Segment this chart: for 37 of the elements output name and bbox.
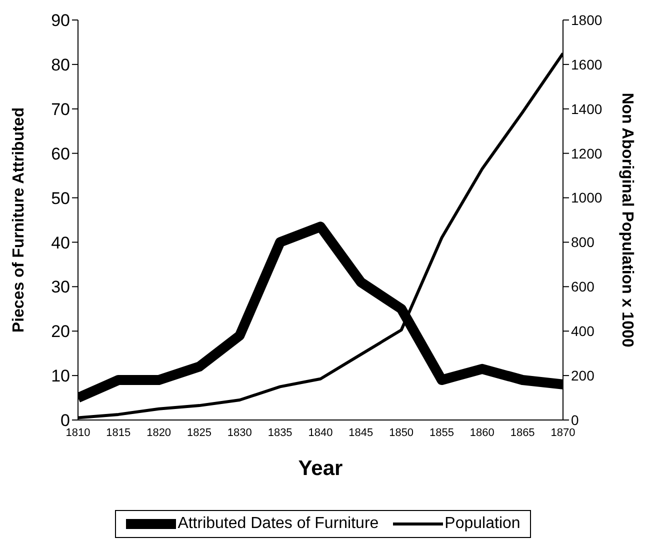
x-tick-label: 1825 (187, 426, 212, 439)
legend-label: Population (444, 515, 520, 533)
x-tick-label: 1865 (510, 426, 535, 439)
x-tick-label: 1835 (268, 426, 292, 439)
x-tick-label: 1870 (550, 426, 576, 439)
y-tick-label: 90 (51, 11, 70, 30)
y-axis-title: Pieces of Furniture Attributed (10, 107, 28, 333)
legend-label: Attributed Dates of Furniture (176, 515, 379, 533)
y2-tick-label: 1600 (571, 56, 602, 72)
y2-tick-label: 1400 (571, 100, 602, 117)
x-axis-title: Year (298, 457, 343, 480)
y2-tick-label: 1000 (571, 190, 602, 206)
x-tick-label: 1845 (348, 426, 374, 439)
y-tick-label: 10 (51, 366, 70, 386)
x-tick-label: 1860 (470, 426, 494, 439)
y2-tick-label: 600 (571, 278, 595, 295)
y-tick-label: 70 (51, 100, 70, 119)
y-tick-label: 30 (51, 278, 70, 297)
y-tick-label: 50 (51, 188, 70, 208)
x-tick-label: 1820 (146, 426, 172, 439)
x-tick-label: 1815 (106, 426, 131, 439)
y2-tick-label: 200 (571, 368, 595, 384)
y2-axis-title: Non Aboriginal Population x 1000 (618, 92, 636, 348)
y2-tick-label: 400 (571, 323, 595, 340)
y-tick-label: 20 (51, 322, 70, 342)
y-tick-label: 80 (51, 55, 70, 74)
y-tick-label: 60 (51, 144, 70, 164)
x-tick-label: 1810 (66, 426, 90, 439)
x-tick-label: 1855 (430, 426, 454, 439)
y2-tick-label: 0 (571, 412, 579, 428)
x-tick-label: 1850 (389, 426, 414, 439)
y2-tick-label: 800 (571, 234, 595, 250)
x-tick-label: 1830 (227, 426, 252, 439)
y-tick-label: 40 (51, 233, 70, 252)
y2-tick-label: 1200 (571, 145, 602, 162)
x-tick-label: 1840 (308, 426, 333, 439)
y2-tick-label: 1800 (571, 12, 602, 28)
